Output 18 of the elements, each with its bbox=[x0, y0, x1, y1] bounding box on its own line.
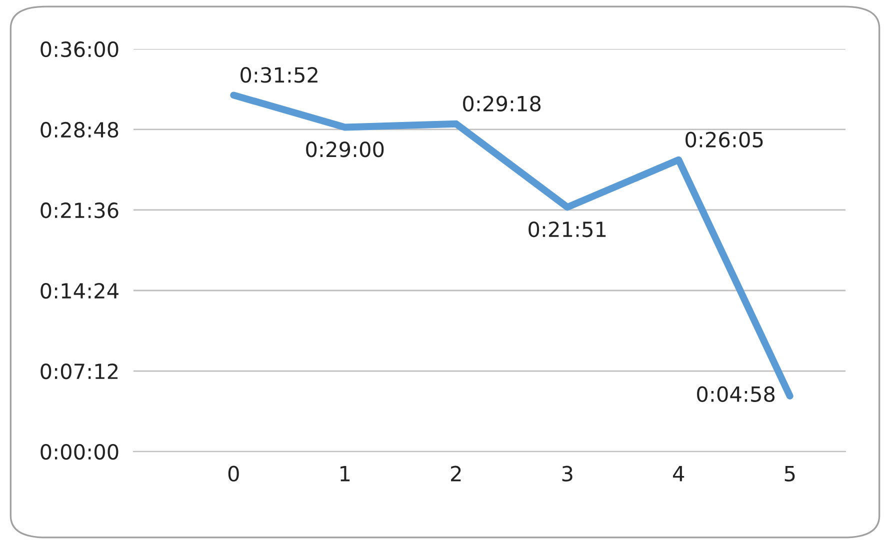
y-tick-label: 0:07:12 bbox=[40, 363, 118, 380]
data-label: 0:04:58 bbox=[697, 386, 775, 402]
x-tick-label: 1 bbox=[340, 466, 350, 482]
y-tick-label: 0:28:48 bbox=[40, 122, 118, 138]
x-tick-label: 5 bbox=[784, 466, 795, 482]
data-label: 0:31:52 bbox=[240, 67, 318, 83]
x-tick-label: 0 bbox=[228, 466, 239, 482]
data-label: 0:29:18 bbox=[463, 96, 541, 112]
data-label: 0:21:51 bbox=[528, 221, 606, 238]
y-tick-label: 0:21:36 bbox=[40, 202, 118, 218]
x-tick-label: 3 bbox=[562, 466, 572, 482]
data-label: 0:26:05 bbox=[686, 132, 763, 148]
y-tick-label: 0:14:24 bbox=[40, 282, 118, 299]
y-tick-label: 0:00:00 bbox=[40, 444, 118, 460]
y-tick-label: 0:36:00 bbox=[40, 41, 118, 58]
x-tick-label: 4 bbox=[673, 466, 684, 482]
x-tick-label: 2 bbox=[451, 466, 461, 482]
data-label: 0:29:00 bbox=[306, 141, 384, 158]
